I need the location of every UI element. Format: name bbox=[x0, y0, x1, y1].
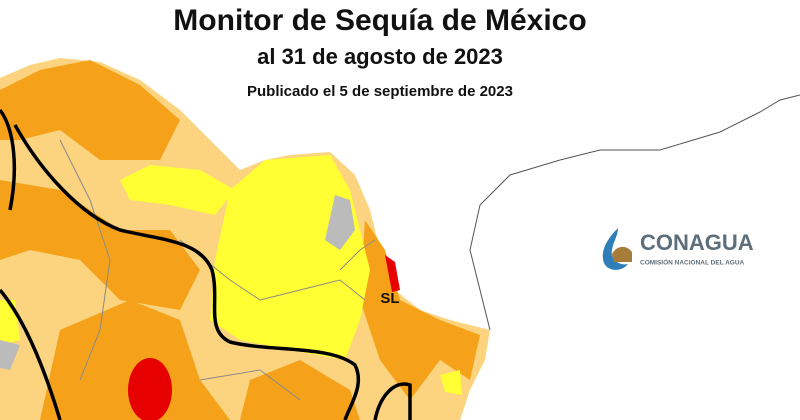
logo: CONAGUA COMISIÓN NACIONAL DEL AGUA bbox=[602, 228, 754, 270]
logo-drop bbox=[602, 228, 628, 270]
basin-line bbox=[0, 108, 17, 211]
area-d2 bbox=[0, 180, 200, 310]
area-d3 bbox=[128, 358, 172, 420]
basin-line bbox=[13, 124, 361, 420]
published-date: Publicado el 5 de septiembre de 2023 bbox=[247, 83, 513, 100]
region-label: SL bbox=[380, 290, 399, 307]
area-d0 bbox=[210, 155, 370, 360]
area-d0 bbox=[120, 165, 235, 215]
state-line bbox=[199, 369, 301, 401]
area-d2 bbox=[40, 300, 230, 420]
basin-line bbox=[0, 288, 62, 420]
subtitle: al 31 de agosto de 2023 bbox=[257, 44, 503, 69]
state-line bbox=[59, 139, 111, 381]
state-line bbox=[339, 239, 376, 271]
logo-figure bbox=[612, 246, 632, 262]
map-layers: SL bbox=[0, 58, 800, 420]
state-line bbox=[179, 239, 366, 301]
title: Monitor de Sequía de México bbox=[173, 4, 586, 37]
area-abnormal bbox=[0, 340, 20, 370]
area-d2 bbox=[360, 220, 480, 400]
area-d3 bbox=[385, 255, 400, 292]
logo-tagline: COMISIÓN NACIONAL DEL AGUA bbox=[640, 258, 745, 267]
coastline bbox=[469, 94, 800, 331]
basin-line bbox=[373, 382, 412, 420]
area-d0 bbox=[440, 370, 462, 395]
basin-lines bbox=[0, 108, 412, 420]
state-lines bbox=[59, 139, 376, 401]
area-d2 bbox=[240, 360, 360, 420]
area-d2 bbox=[0, 60, 180, 160]
logo-name: CONAGUA bbox=[640, 230, 754, 255]
area-abnormal bbox=[325, 195, 355, 250]
